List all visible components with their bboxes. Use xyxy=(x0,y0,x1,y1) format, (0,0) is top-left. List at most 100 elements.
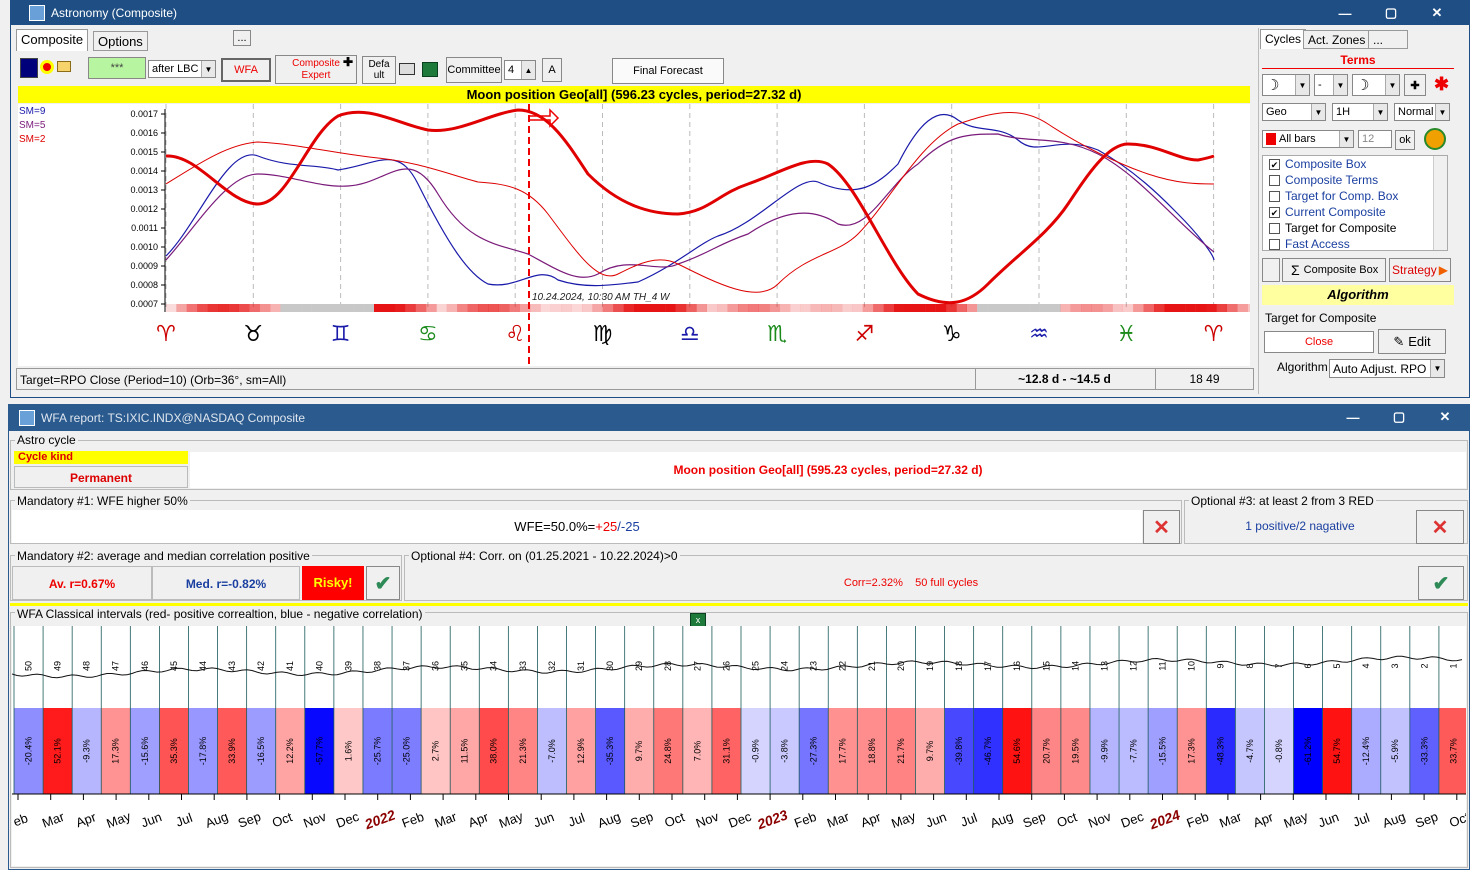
cursor-arrow-icon xyxy=(529,108,560,128)
list-item-fast-access[interactable]: Fast Access xyxy=(1263,236,1447,252)
month-label: Jul xyxy=(1351,810,1372,830)
heat-cell xyxy=(675,304,687,312)
chevron-down-icon: ▼ xyxy=(1430,360,1444,377)
checkbox[interactable] xyxy=(1269,190,1280,202)
interval-cell xyxy=(828,708,858,794)
checkbox[interactable] xyxy=(1269,174,1280,186)
small-blank-button[interactable] xyxy=(1262,258,1280,282)
spinner-arrows-icon: ▲ xyxy=(521,61,535,79)
bars-count-input[interactable]: 12 xyxy=(1358,130,1392,148)
normal-select[interactable]: Normal ▼ xyxy=(1394,103,1450,121)
month-label: May xyxy=(889,808,918,831)
minimize-button[interactable]: — xyxy=(1323,1,1367,25)
bars-select[interactable]: All bars ▼ xyxy=(1262,130,1354,148)
interval-value: -46.7% xyxy=(983,737,993,766)
checkbox[interactable]: ✔ xyxy=(1269,206,1280,218)
y-tick-labels: 0.0017 0.0016 0.0015 0.0014 0.0013 0.0012 0.00… xyxy=(130,109,166,312)
heat-cell xyxy=(935,304,947,312)
compass-icon[interactable] xyxy=(1424,128,1446,150)
risky-badge: Risky! xyxy=(302,566,364,600)
legend-sm5: SM=5 xyxy=(19,120,46,131)
printer-icon[interactable] xyxy=(399,63,415,75)
plus-icon: ✚ xyxy=(343,55,354,69)
month-label: eb xyxy=(12,810,30,829)
moon-select-1[interactable]: ☽ ▼ xyxy=(1262,74,1310,96)
month-label: Oct xyxy=(662,809,686,830)
tab-cycles[interactable]: Cycles xyxy=(1260,29,1307,49)
list-item-composite-terms[interactable]: Composite Terms xyxy=(1263,172,1447,188)
maximize-button[interactable]: ▢ xyxy=(1369,1,1413,25)
tab-composite[interactable]: Composite xyxy=(16,29,89,51)
target-for-composite-label: Target for Composite xyxy=(1265,311,1377,325)
composite-expert-button[interactable]: Composite Expert xyxy=(275,55,357,84)
final-forecast-button[interactable]: Final Forecast xyxy=(612,58,724,84)
heat-cell xyxy=(1154,304,1165,312)
month-label: Aug xyxy=(203,809,230,831)
more-tab-button[interactable]: ... xyxy=(233,30,251,46)
strategy-button[interactable]: Strategy ▶ xyxy=(1389,258,1451,282)
list-scrollbar[interactable] xyxy=(1433,156,1447,250)
chart-title: Moon position Geo[all] (596.23 cycles, p… xyxy=(18,86,1250,103)
list-item-target-composite[interactable]: Target for Composite xyxy=(1263,220,1447,236)
edit-icon: ✎ xyxy=(1393,333,1405,349)
heat-cell xyxy=(1174,304,1186,312)
committee-spinner[interactable]: 4 ▲ xyxy=(504,60,536,80)
month-label: Jun xyxy=(139,809,164,830)
heat-cell xyxy=(977,304,988,312)
heat-cell xyxy=(623,304,635,312)
interval-cell xyxy=(130,708,160,794)
excel-icon[interactable] xyxy=(422,62,438,77)
heat-cell xyxy=(1029,304,1040,312)
tab-act-zones[interactable]: Act. Zones xyxy=(1303,30,1371,49)
timeframe-select[interactable]: 1H ▼ xyxy=(1332,103,1388,121)
edit-button[interactable]: ✎ Edit xyxy=(1378,329,1446,354)
wfa-button[interactable]: WFA xyxy=(221,58,271,82)
interval-value: 33.9% xyxy=(227,738,237,764)
wfa-close-button[interactable]: ✕ xyxy=(1439,409,1451,424)
folder-open-icon[interactable] xyxy=(57,61,71,72)
cycle-kind-label: Cycle kind xyxy=(14,451,188,464)
zodiac-sign: ♈ xyxy=(1204,322,1224,347)
ok-button[interactable]: ok xyxy=(1395,130,1415,150)
algorithm-select[interactable]: Auto Adjust. RPO ▼ xyxy=(1329,359,1445,378)
month-label: Oct xyxy=(1447,809,1466,830)
after-select[interactable]: after LBC ▼ xyxy=(148,60,216,78)
interval-value: 19.5% xyxy=(1070,738,1080,764)
moon-select-2[interactable]: ☽ ▼ xyxy=(1352,74,1400,96)
asterisk-icon[interactable]: ✱ xyxy=(1434,74,1450,94)
interval-value: -61.2% xyxy=(1303,737,1313,766)
timeframe-value: 1H xyxy=(1336,106,1351,118)
default-button[interactable]: Defa ult xyxy=(362,56,396,84)
wfa-maximize-button[interactable]: ▢ xyxy=(1392,409,1406,424)
tab-more[interactable]: ... xyxy=(1368,30,1408,49)
heat-cell xyxy=(1226,304,1238,312)
checkbox[interactable] xyxy=(1269,238,1280,250)
interval-cell xyxy=(14,708,43,794)
checkbox[interactable] xyxy=(1269,222,1280,234)
close-window-button[interactable]: ✕ xyxy=(1415,1,1459,25)
close-target-select[interactable]: Close xyxy=(1264,331,1374,353)
tab-options[interactable]: Options xyxy=(93,31,148,51)
interval-value: -27.3% xyxy=(809,737,819,766)
list-item-composite-box[interactable]: ✔ Composite Box xyxy=(1263,156,1447,172)
list-item-current-composite[interactable]: ✔ Current Composite xyxy=(1263,204,1447,220)
wfa-minimize-button[interactable]: — xyxy=(1346,409,1360,425)
yellow-separator xyxy=(10,603,1468,606)
color-swatch-button[interactable] xyxy=(20,58,38,78)
interval-cell xyxy=(1438,708,1466,794)
options-list[interactable]: ✔ Composite Box Composite Terms Target fo… xyxy=(1262,155,1448,251)
list-item-target-comp-box[interactable]: Target for Comp. Box xyxy=(1263,188,1447,204)
flower-icon[interactable] xyxy=(40,60,54,74)
stars-button[interactable]: *** xyxy=(88,57,146,79)
month-label: Jun xyxy=(924,809,949,830)
geo-select[interactable]: Geo ▼ xyxy=(1262,103,1326,121)
heat-cell xyxy=(530,304,541,312)
aspect-select[interactable]: - ▼ xyxy=(1314,74,1348,96)
composite-box-button[interactable]: Σ Composite Box xyxy=(1282,258,1386,282)
moon-glyph-2: ☽ xyxy=(1356,77,1370,94)
mandatory2-label: Mandatory #2: average and median correla… xyxy=(15,549,312,563)
a-button[interactable]: A xyxy=(542,58,562,82)
add-term-button[interactable]: ✚ xyxy=(1404,74,1426,96)
zodiac-sign: ♈ xyxy=(156,322,176,347)
checkbox[interactable]: ✔ xyxy=(1269,158,1280,170)
